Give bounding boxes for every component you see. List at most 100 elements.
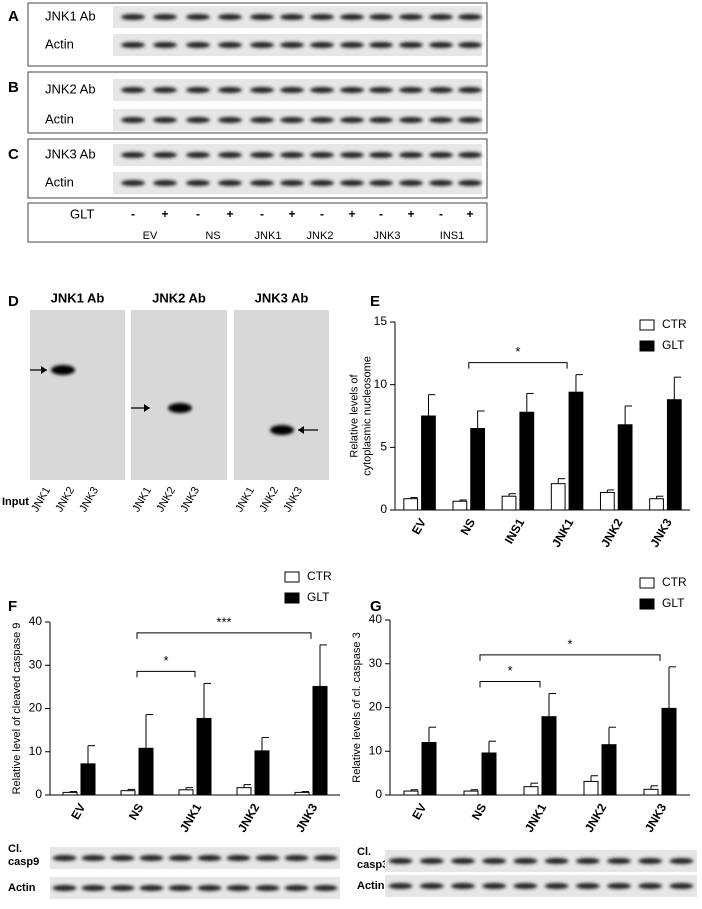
y-tick-label: 10 xyxy=(374,377,388,391)
y-axis-label: Relative levels of xyxy=(348,373,360,457)
band xyxy=(52,885,77,891)
band xyxy=(168,885,193,891)
band xyxy=(168,855,193,861)
band xyxy=(121,14,145,20)
bar xyxy=(80,763,96,796)
band xyxy=(121,42,145,48)
lane-label: JNK2 xyxy=(53,485,77,514)
band xyxy=(153,152,177,158)
band xyxy=(52,855,77,861)
bar xyxy=(661,707,677,796)
panel-frame xyxy=(27,2,488,67)
band xyxy=(121,152,145,158)
band xyxy=(255,885,280,891)
lane-label: JNK2 xyxy=(257,485,281,514)
band xyxy=(607,883,631,889)
y-tick-label: 0 xyxy=(380,502,387,516)
band xyxy=(250,117,274,123)
band xyxy=(429,180,453,186)
x-tick-label: EV xyxy=(68,801,88,822)
y-tick-label: 30 xyxy=(369,656,383,670)
x-tick-label: JNK1 xyxy=(522,801,550,835)
row-label: JNK3 Ab xyxy=(45,146,96,161)
band xyxy=(669,858,694,864)
band xyxy=(81,855,106,861)
band xyxy=(121,87,145,93)
sign: + xyxy=(288,207,295,221)
legend-label: CTR xyxy=(307,569,332,583)
band xyxy=(638,858,663,864)
band xyxy=(458,14,482,20)
bar xyxy=(236,787,252,796)
x-tick-label: JNK1 xyxy=(549,516,577,550)
lane-label: JNK3 xyxy=(178,485,202,514)
bar xyxy=(481,752,497,796)
band xyxy=(280,87,304,93)
band xyxy=(186,14,210,20)
bar xyxy=(254,750,270,796)
bar xyxy=(643,788,659,796)
y-tick-label: 10 xyxy=(369,743,383,757)
lane-label: JNK3 xyxy=(77,485,101,514)
significance-bracket xyxy=(468,362,568,369)
band xyxy=(313,885,338,891)
band xyxy=(575,858,600,864)
bar xyxy=(599,491,615,511)
blot-background xyxy=(50,847,340,869)
band xyxy=(121,180,145,186)
band xyxy=(250,14,274,20)
blot-label: casp3 xyxy=(357,859,388,871)
band xyxy=(255,855,280,861)
bar xyxy=(452,500,468,511)
input-label: Input xyxy=(2,496,29,508)
bar xyxy=(421,742,437,796)
band xyxy=(513,858,538,864)
band xyxy=(226,885,251,891)
sign: + xyxy=(407,207,414,221)
band xyxy=(429,87,453,93)
significance-label: *** xyxy=(216,614,231,629)
band xyxy=(429,14,453,20)
sign: - xyxy=(439,207,443,221)
sign: - xyxy=(379,207,383,221)
significance-label: * xyxy=(567,636,572,651)
band xyxy=(369,152,393,158)
blot-background xyxy=(385,850,697,872)
x-tick-label: NS xyxy=(469,801,489,822)
y-tick-label: 20 xyxy=(369,700,383,714)
sign: - xyxy=(196,207,200,221)
bar xyxy=(178,789,194,796)
band xyxy=(81,885,106,891)
legend-label: GLT xyxy=(307,590,330,604)
bar xyxy=(501,495,517,511)
sign: + xyxy=(348,207,355,221)
bar xyxy=(601,744,617,796)
band xyxy=(280,180,304,186)
band xyxy=(399,180,423,186)
band xyxy=(250,152,274,158)
bar xyxy=(294,791,310,796)
legend-swatch xyxy=(639,598,655,610)
lane-label: JNK1 xyxy=(233,485,257,514)
sign: + xyxy=(226,207,233,221)
band xyxy=(369,87,393,93)
lane-label: JNK3 xyxy=(281,485,305,514)
sign: + xyxy=(161,207,168,221)
blot-image xyxy=(30,310,125,480)
bar xyxy=(196,717,212,796)
band xyxy=(310,117,334,123)
band xyxy=(340,87,364,93)
y-axis-label: cytoplasmic nucleosome xyxy=(361,356,373,476)
band xyxy=(197,885,222,891)
bar xyxy=(617,424,633,511)
band xyxy=(139,855,164,861)
band xyxy=(638,883,663,889)
bar xyxy=(550,483,566,511)
y-tick-label: 40 xyxy=(29,614,43,628)
band xyxy=(218,14,242,20)
row-label: Actin xyxy=(45,36,74,51)
band xyxy=(369,117,393,123)
band xyxy=(399,117,423,123)
legend-label: CTR xyxy=(662,575,687,589)
